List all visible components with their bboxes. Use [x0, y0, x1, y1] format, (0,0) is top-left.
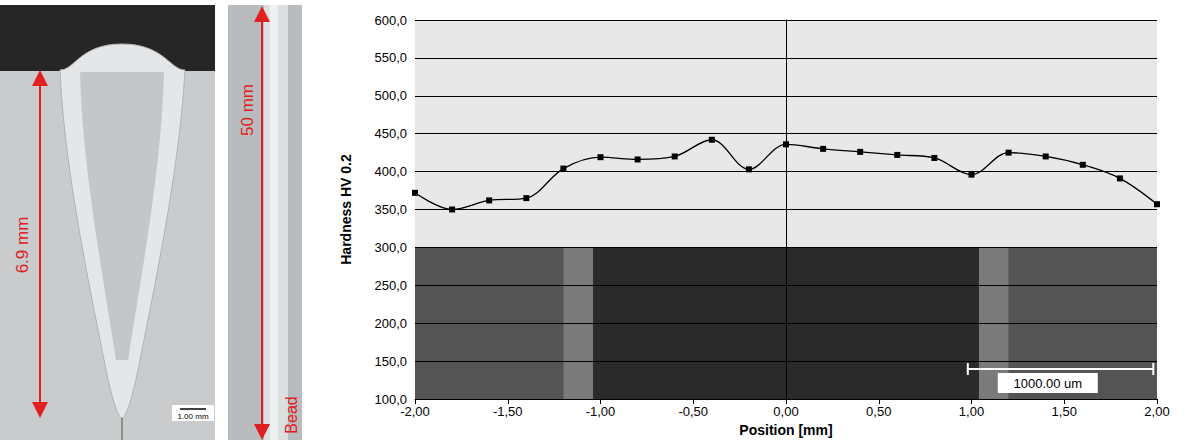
svg-text:2,00: 2,00 — [1144, 404, 1169, 419]
svg-text:1,00: 1,00 — [959, 404, 984, 419]
svg-text:1.00 mm: 1.00 mm — [177, 412, 208, 421]
svg-text:400,0: 400,0 — [374, 164, 407, 179]
svg-text:50 mm: 50 mm — [238, 84, 257, 136]
svg-text:Position [mm]: Position [mm] — [739, 422, 832, 438]
svg-text:Hardness HV 0.2: Hardness HV 0.2 — [338, 154, 354, 265]
svg-text:1,50: 1,50 — [1052, 404, 1077, 419]
svg-text:100,0: 100,0 — [374, 391, 407, 407]
svg-text:450,0: 450,0 — [374, 126, 407, 141]
svg-text:-0,50: -0,50 — [678, 404, 708, 419]
svg-text:1000.00 um: 1000.00 um — [1013, 376, 1082, 391]
svg-text:0,00: 0,00 — [773, 404, 798, 419]
svg-text:500,0: 500,0 — [374, 88, 407, 103]
svg-text:0,50: 0,50 — [866, 404, 891, 419]
svg-text:-2,00: -2,00 — [400, 404, 430, 419]
svg-text:150,0: 150,0 — [374, 354, 407, 369]
svg-text:350,0: 350,0 — [374, 202, 407, 217]
svg-text:550,0: 550,0 — [374, 50, 407, 65]
svg-text:600,0: 600,0 — [374, 13, 407, 28]
svg-text:Bead: Bead — [283, 396, 300, 433]
svg-text:-1,50: -1,50 — [493, 404, 523, 419]
svg-text:-1,00: -1,00 — [586, 404, 616, 419]
svg-text:300,0: 300,0 — [374, 240, 407, 255]
svg-text:200,0: 200,0 — [374, 316, 407, 331]
svg-text:6.9 mm: 6.9 mm — [13, 217, 32, 274]
svg-text:250,0: 250,0 — [374, 278, 407, 293]
